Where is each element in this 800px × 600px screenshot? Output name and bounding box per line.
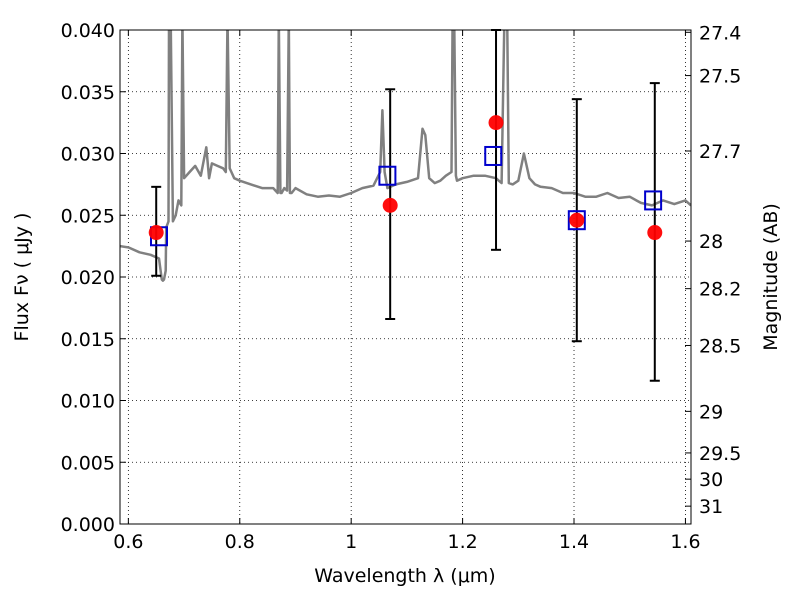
- mag-tick-label: 28.5: [699, 335, 741, 357]
- axes-group: 0.6 0.8 1 1.2 1.4 1.6 0.000 0.005 0.010 0.015 0.02…: [61, 20, 742, 553]
- y-tick-label: 0.030: [61, 144, 115, 166]
- y-tick-label: 0.005: [61, 452, 115, 474]
- model-point: [644, 190, 663, 211]
- x-tick-label: 0.8: [225, 531, 255, 553]
- mag-tick-label: 27.4: [699, 22, 741, 44]
- x-tick-label: 1: [345, 531, 357, 553]
- mag-tick-label: 27.7: [699, 141, 741, 163]
- mag-tick-label: 28.2: [699, 279, 741, 301]
- y2-axis-title: Magnitude (AB): [760, 203, 782, 351]
- plot-background: [120, 30, 691, 524]
- x-tick-label: 1.4: [559, 531, 589, 553]
- x-axis-title: Wavelength λ (μm): [314, 565, 495, 587]
- model-point: [378, 165, 397, 186]
- model-spectrum-line: [120, 30, 691, 282]
- mag-tick-label: 30: [699, 469, 723, 491]
- mag-tick-label: 29: [699, 401, 723, 423]
- observed-point: [647, 225, 663, 241]
- y-tick-label: 0.035: [61, 82, 115, 104]
- mag-tick-label: 28: [699, 231, 723, 253]
- y-tick-label: 0.040: [61, 20, 115, 42]
- model-point: [567, 210, 586, 231]
- y-tick-label: 0.010: [61, 391, 115, 413]
- x-tick-label: 0.6: [113, 531, 143, 553]
- y-tick-label: 0.025: [61, 205, 115, 227]
- observed-point: [488, 115, 504, 131]
- points-group: [148, 115, 663, 247]
- x-tick-label: 1.6: [670, 531, 700, 553]
- model-spectrum-group: [120, 30, 691, 282]
- y-tick-label: 0.000: [61, 514, 115, 536]
- mag-tick-label: 27.5: [699, 66, 741, 88]
- mag-tick-label: 31: [699, 496, 723, 518]
- observed-point: [569, 212, 585, 228]
- mag-tick-label: 29.5: [699, 443, 741, 465]
- observed-point: [382, 197, 398, 213]
- x-tick-label: 1.2: [447, 531, 477, 553]
- y-tick-label: 0.015: [61, 329, 115, 351]
- model-point: [484, 145, 503, 166]
- observed-point: [148, 225, 164, 241]
- y-tick-label: 0.020: [61, 267, 115, 289]
- y-axis-title: Flux Fν ( μJy ): [11, 213, 33, 342]
